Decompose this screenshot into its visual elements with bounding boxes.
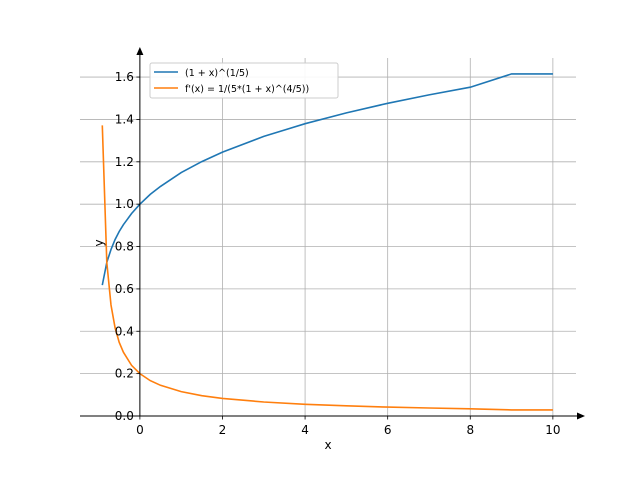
series-lines bbox=[101, 73, 553, 411]
legend: (1 + x)^(1/5) f'(x) = 1/(5*(1 + x)^(4/5)… bbox=[149, 62, 339, 99]
y-tick-label: 1.2 bbox=[115, 155, 134, 169]
y-tick-label: 0.6 bbox=[115, 282, 134, 296]
y-tick-label: 1.0 bbox=[115, 197, 134, 211]
series-line-0 bbox=[101, 73, 553, 286]
ticks: 0 2 4 6 8 10 0.0 0.2 0.4 0.6 0.8 1.0 1.2 1.4 1.6 bbox=[115, 70, 561, 437]
y-axis-arrow-icon bbox=[136, 47, 144, 55]
x-tick-label: 2 bbox=[219, 423, 227, 437]
legend-label-1: f'(x) = 1/(5*(1 + x)^(4/5)) bbox=[185, 84, 309, 95]
legend-label-0: (1 + x)^(1/5) bbox=[185, 68, 249, 79]
y-tick-label: 0.0 bbox=[115, 409, 134, 423]
y-tick-label: 1.4 bbox=[115, 112, 134, 126]
x-tick-label: 6 bbox=[384, 423, 392, 437]
legend-box bbox=[149, 62, 339, 99]
y-tick-label: 0.8 bbox=[115, 240, 134, 254]
x-tick-label: 4 bbox=[301, 423, 309, 437]
y-tick-label: 0.2 bbox=[115, 367, 134, 381]
y-tick-label: 1.6 bbox=[115, 70, 134, 84]
x-axis-arrow-icon bbox=[577, 412, 585, 420]
x-axis-label: x bbox=[324, 438, 331, 452]
grid bbox=[80, 58, 576, 416]
x-tick-label: 10 bbox=[545, 423, 560, 437]
x-tick-label: 0 bbox=[136, 423, 144, 437]
axes bbox=[80, 47, 585, 420]
y-axis-label: y bbox=[92, 239, 106, 246]
y-tick-label: 0.4 bbox=[115, 324, 134, 338]
series-line-1 bbox=[101, 125, 553, 411]
x-tick-label: 8 bbox=[466, 423, 474, 437]
